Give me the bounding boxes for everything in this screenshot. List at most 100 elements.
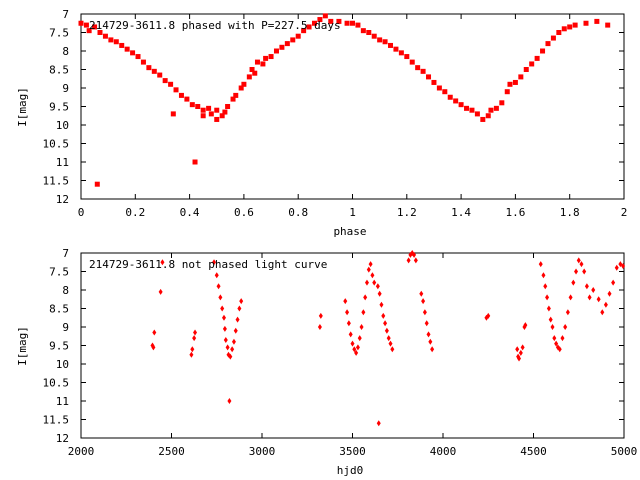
phased-data-point bbox=[485, 113, 491, 119]
phased-data-point bbox=[192, 159, 198, 165]
unphased-data-point bbox=[582, 268, 587, 275]
phased-y-tick-label: 7.5 bbox=[49, 27, 69, 40]
unphased-data-point bbox=[574, 268, 579, 275]
phased-data-point bbox=[206, 105, 212, 111]
phased-data-point bbox=[529, 61, 535, 67]
unphased-data-point bbox=[152, 329, 157, 336]
phased-data-point bbox=[222, 109, 228, 115]
phased-data-point bbox=[86, 28, 92, 34]
phased-data-points bbox=[78, 13, 611, 187]
unphased-data-point bbox=[364, 279, 369, 286]
unphased-data-point bbox=[543, 283, 548, 290]
phased-data-point bbox=[344, 20, 350, 26]
unphased-data-point bbox=[621, 262, 626, 269]
phased-x-tick-label: 1.4 bbox=[451, 206, 471, 219]
unphased-data-point bbox=[422, 309, 427, 316]
phased-y-tick-label: 11 bbox=[56, 156, 69, 169]
phased-y-tick-label: 7 bbox=[62, 8, 69, 21]
unphased-data-point bbox=[233, 327, 238, 334]
unphased-data-point bbox=[426, 331, 431, 338]
phased-data-point bbox=[208, 111, 214, 117]
phased-data-point bbox=[170, 111, 176, 117]
phased-data-point bbox=[504, 89, 510, 95]
phased-x-tick-label: 1.8 bbox=[560, 206, 580, 219]
unphased-data-point bbox=[554, 340, 559, 347]
unphased-data-point bbox=[384, 327, 389, 334]
phased-data-point bbox=[78, 20, 84, 26]
unphased-data-point bbox=[428, 338, 433, 345]
unphased-y-tick-label: 11.5 bbox=[43, 414, 70, 427]
phased-data-point bbox=[94, 181, 100, 187]
phased-data-point bbox=[572, 22, 578, 28]
unphased-data-point bbox=[366, 266, 371, 273]
unphased-y-tick-label: 10.5 bbox=[43, 377, 70, 390]
unphased-data-point bbox=[192, 335, 197, 342]
phased-data-point bbox=[507, 81, 513, 87]
unphased-data-point bbox=[375, 283, 380, 290]
unphased-data-point bbox=[363, 294, 368, 301]
unphased-data-point bbox=[318, 312, 323, 319]
unphased-data-point bbox=[603, 301, 608, 308]
unphased-data-point bbox=[160, 259, 165, 266]
phased-data-point bbox=[263, 55, 269, 61]
phased-data-point bbox=[92, 24, 98, 30]
unphased-x-tick-label: 3500 bbox=[339, 445, 366, 458]
phased-x-axis-label: phase bbox=[333, 225, 366, 238]
phased-data-point bbox=[279, 44, 285, 50]
phased-data-point bbox=[512, 79, 518, 85]
phased-data-point bbox=[469, 107, 475, 113]
unphased-data-point bbox=[218, 294, 223, 301]
unphased-data-point bbox=[413, 257, 418, 264]
phased-chart: 0 0.2 0.4 0.6 0.8 1 1.2 1.4 1.6 1.8 2 7 7.5 8 8.5 9 9.5 1… bbox=[16, 8, 627, 238]
unphased-data-point bbox=[317, 324, 322, 330]
unphased-data-point bbox=[193, 329, 198, 336]
phased-data-point bbox=[173, 87, 179, 93]
phased-data-point bbox=[168, 81, 174, 87]
phased-data-point bbox=[371, 33, 377, 39]
unphased-data-point bbox=[346, 320, 351, 327]
phased-data-point bbox=[252, 70, 258, 76]
unphased-data-point bbox=[370, 272, 375, 279]
unphased-y-tick-label: 9 bbox=[62, 321, 69, 334]
phased-y-tick-label: 9.5 bbox=[49, 101, 69, 114]
phased-data-point bbox=[409, 59, 415, 65]
phased-data-point bbox=[200, 113, 206, 119]
unphased-data-point bbox=[611, 279, 616, 286]
unphased-data-point bbox=[571, 279, 576, 286]
unphased-data-point bbox=[355, 344, 360, 351]
unphased-data-point bbox=[552, 335, 557, 342]
unphased-data-point bbox=[348, 331, 353, 338]
unphased-data-point bbox=[220, 305, 225, 312]
phased-data-point bbox=[119, 42, 125, 48]
unphased-data-point bbox=[390, 346, 395, 353]
phased-data-point bbox=[214, 116, 220, 122]
phased-data-point bbox=[108, 37, 114, 43]
phased-x-tick-label: 0.8 bbox=[288, 206, 308, 219]
unphased-x-tick-label: 4500 bbox=[520, 445, 547, 458]
phased-data-point bbox=[195, 104, 201, 109]
phased-data-point bbox=[238, 85, 244, 91]
unphased-data-point bbox=[419, 290, 424, 297]
phased-y-tick-label: 12 bbox=[56, 193, 69, 206]
phased-data-point bbox=[458, 102, 464, 108]
unphased-y-tick-label: 11 bbox=[56, 395, 69, 408]
phased-x-tick-label: 0.2 bbox=[125, 206, 145, 219]
unphased-data-point bbox=[600, 309, 605, 316]
phased-data-point bbox=[518, 74, 524, 80]
phased-data-point bbox=[230, 96, 236, 102]
phased-y-tick-label: 11.5 bbox=[43, 175, 70, 188]
phased-y-tick-label: 10 bbox=[56, 119, 69, 132]
phased-data-point bbox=[219, 113, 225, 119]
unphased-data-point bbox=[548, 316, 553, 323]
phased-data-point bbox=[97, 30, 103, 35]
unphased-chart-title: 214729-3611.8 not phased light curve bbox=[89, 258, 327, 271]
unphased-data-point bbox=[237, 305, 242, 312]
unphased-x-tick-label: 3000 bbox=[249, 445, 276, 458]
phased-data-point bbox=[388, 42, 394, 48]
unphased-data-point bbox=[388, 340, 393, 347]
unphased-data-point bbox=[379, 301, 384, 308]
unphased-data-point bbox=[568, 294, 573, 301]
unphased-data-point bbox=[412, 251, 417, 258]
phased-data-point bbox=[233, 92, 239, 98]
phased-data-point bbox=[480, 116, 486, 122]
